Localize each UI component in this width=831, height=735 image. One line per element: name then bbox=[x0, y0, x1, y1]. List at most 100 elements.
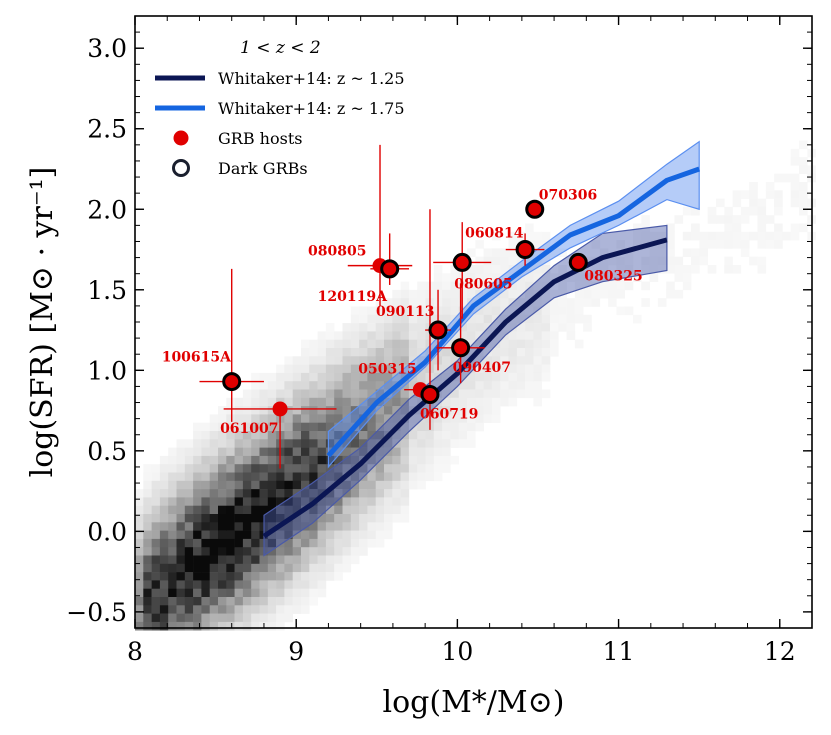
density-cell bbox=[533, 240, 542, 249]
density-cell bbox=[633, 273, 642, 282]
density-cell bbox=[782, 231, 791, 241]
density-cell bbox=[566, 331, 576, 340]
density-cell bbox=[334, 538, 343, 548]
density-cell bbox=[483, 331, 493, 340]
density-cell bbox=[193, 464, 202, 473]
density-cell bbox=[350, 455, 360, 465]
density-cell bbox=[242, 505, 252, 515]
density-cell bbox=[799, 182, 808, 191]
density-cell bbox=[168, 580, 177, 589]
density-cell bbox=[525, 348, 534, 357]
density-cell bbox=[276, 381, 285, 390]
density-cell bbox=[649, 231, 659, 241]
density-cell bbox=[483, 256, 493, 266]
density-cell bbox=[400, 339, 410, 349]
density-cell bbox=[508, 339, 518, 349]
density-cell bbox=[774, 231, 783, 241]
density-cell bbox=[176, 621, 186, 631]
density-cell bbox=[184, 497, 194, 506]
density-cell bbox=[467, 298, 476, 307]
density-cell bbox=[425, 472, 435, 482]
density-cell bbox=[740, 240, 750, 249]
density-cell bbox=[583, 273, 592, 282]
density-cell bbox=[201, 522, 210, 531]
density-cell bbox=[516, 231, 526, 241]
density-cell bbox=[591, 298, 601, 307]
density-cell bbox=[259, 389, 269, 399]
density-cell bbox=[309, 414, 318, 423]
density-cell bbox=[500, 323, 509, 332]
density-cell bbox=[309, 530, 318, 540]
density-cell bbox=[334, 406, 343, 415]
density-cell bbox=[151, 514, 161, 523]
density-cell bbox=[475, 372, 484, 382]
density-cell bbox=[790, 223, 800, 233]
density-cell bbox=[209, 489, 219, 498]
density-cell bbox=[143, 530, 152, 540]
density-cell bbox=[608, 298, 617, 307]
density-cell bbox=[201, 447, 210, 457]
density-cell bbox=[392, 397, 401, 407]
density-cell bbox=[226, 431, 235, 440]
density-cell bbox=[193, 447, 202, 457]
grb-label-100615A: 100615A bbox=[162, 350, 232, 366]
density-cell bbox=[317, 480, 327, 490]
density-cell bbox=[135, 605, 144, 614]
grb-label-061007: 061007 bbox=[220, 421, 278, 437]
density-cell bbox=[226, 489, 235, 498]
density-cell bbox=[392, 289, 401, 299]
density-cell bbox=[234, 406, 244, 415]
density-cell bbox=[516, 389, 526, 399]
grb-point-090113 bbox=[428, 320, 448, 340]
x-tick-label: 9 bbox=[288, 637, 304, 666]
density-cell bbox=[193, 605, 202, 614]
density-cell bbox=[359, 389, 368, 399]
density-cell bbox=[425, 447, 435, 457]
density-cell bbox=[599, 273, 609, 282]
density-cell bbox=[450, 422, 459, 432]
density-cell bbox=[151, 588, 161, 598]
density-cell bbox=[135, 497, 144, 506]
density-cell bbox=[309, 381, 318, 390]
density-cell bbox=[375, 472, 385, 482]
density-cell bbox=[467, 406, 476, 415]
density-cell bbox=[218, 489, 227, 498]
density-cell bbox=[242, 439, 252, 448]
density-cell bbox=[350, 555, 360, 565]
density-cell bbox=[417, 364, 426, 374]
density-cell bbox=[433, 455, 443, 465]
density-cell bbox=[359, 505, 368, 515]
density-cell bbox=[408, 348, 418, 357]
grb-label-080325: 080325 bbox=[584, 268, 642, 284]
density-cell bbox=[234, 547, 244, 556]
density-cell bbox=[193, 522, 202, 531]
density-cell bbox=[491, 265, 501, 274]
density-cell bbox=[259, 572, 269, 581]
density-cell bbox=[309, 422, 318, 432]
density-cell bbox=[483, 414, 493, 423]
density-cell bbox=[276, 588, 285, 598]
density-cell bbox=[168, 514, 177, 523]
density-cell bbox=[732, 215, 742, 224]
density-cell bbox=[193, 580, 202, 589]
density-cell bbox=[151, 613, 161, 623]
density-cell bbox=[193, 514, 202, 523]
density-cell bbox=[135, 580, 144, 589]
density-cell bbox=[226, 464, 235, 473]
density-cell bbox=[392, 489, 401, 498]
density-cell bbox=[666, 223, 675, 233]
density-cell bbox=[292, 372, 302, 382]
density-cell bbox=[508, 397, 518, 407]
density-cell bbox=[533, 372, 542, 382]
density-cell bbox=[159, 472, 169, 482]
density-cell bbox=[284, 389, 293, 399]
density-cell bbox=[525, 372, 534, 382]
density-cell bbox=[226, 597, 235, 606]
density-cell bbox=[267, 530, 277, 540]
density-cell bbox=[467, 289, 476, 299]
density-cell bbox=[317, 522, 327, 531]
density-cell bbox=[325, 497, 335, 506]
density-cell bbox=[400, 331, 410, 340]
density-cell bbox=[209, 414, 219, 423]
density-cell bbox=[400, 472, 410, 482]
